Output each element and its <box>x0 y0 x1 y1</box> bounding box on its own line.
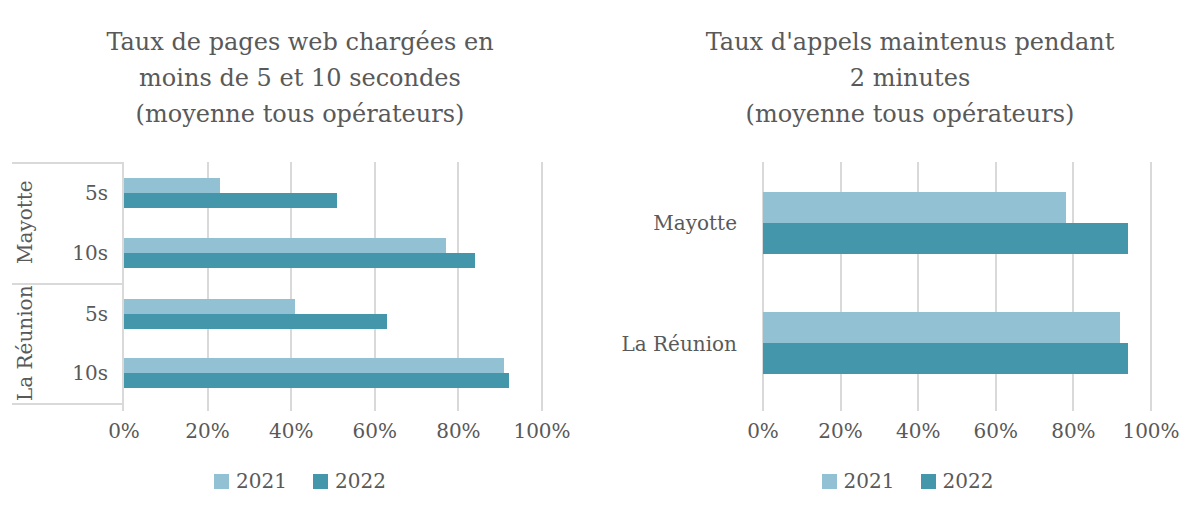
chart-title-line: (moyenne tous opérateurs) <box>630 96 1190 132</box>
figure: Taux de pages web chargées en moins de 5… <box>0 0 1195 514</box>
bar-2022 <box>763 223 1128 254</box>
category-label: Mayotte <box>598 209 737 237</box>
x-tick-label: 20% <box>796 419 886 443</box>
legend-item: 2022 <box>921 469 994 493</box>
chart-title: Taux d'appels maintenus pendant 2 minute… <box>630 24 1190 132</box>
gridline <box>1150 162 1152 411</box>
x-tick-label: 0% <box>718 419 808 443</box>
bar-2022 <box>763 343 1128 374</box>
x-tick-label: 80% <box>1028 419 1118 443</box>
legend-swatch-2022 <box>921 474 936 489</box>
bar-2021 <box>763 312 1120 343</box>
legend-label: 2021 <box>844 469 895 493</box>
x-tick-label: 60% <box>951 419 1041 443</box>
legend: 2021 2022 <box>620 469 1195 493</box>
bar-2021 <box>763 192 1066 223</box>
legend-item: 2021 <box>822 469 895 493</box>
call-retention-chart: Taux d'appels maintenus pendant 2 minute… <box>0 0 1195 514</box>
chart-title-line: 2 minutes <box>630 60 1190 96</box>
x-tick-label: 100% <box>1106 419 1195 443</box>
x-tick-label: 40% <box>873 419 963 443</box>
legend-swatch-2021 <box>822 474 837 489</box>
legend-label: 2022 <box>943 469 994 493</box>
category-label: La Réunion <box>598 330 737 358</box>
chart-title-line: Taux d'appels maintenus pendant <box>630 24 1190 60</box>
